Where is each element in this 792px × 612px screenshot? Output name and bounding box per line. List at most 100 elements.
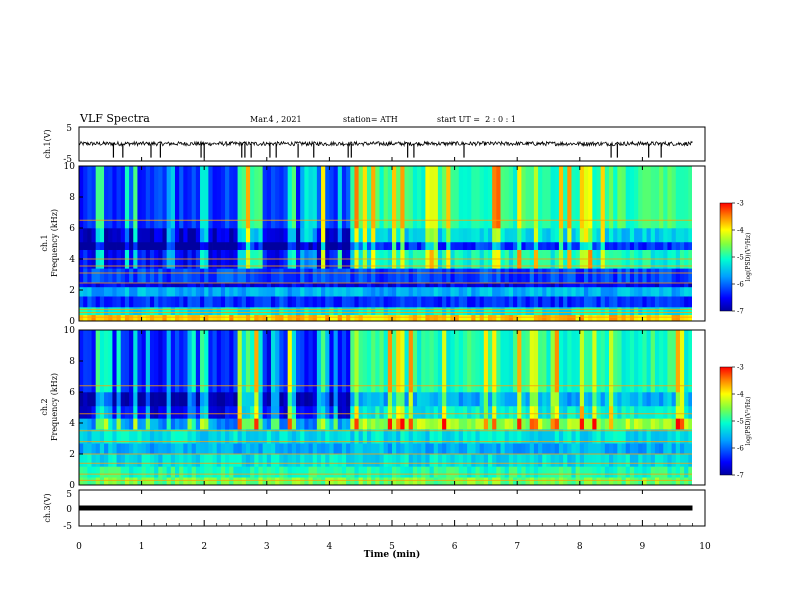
ch1-spectrogram-cell-10-1 bbox=[120, 307, 126, 316]
ch1-spectrogram-cell-139-1 bbox=[659, 307, 664, 316]
ch2-spectrogram-cell-57-7 bbox=[316, 392, 322, 407]
ch1-spectrogram-cell-138-7 bbox=[654, 241, 660, 250]
ch1-spectrogram-cell-0-4 bbox=[79, 282, 84, 288]
ch2-spectrogram-cell-120-7 bbox=[579, 392, 585, 407]
ch2-spectrogram-cell-103-6 bbox=[508, 405, 514, 419]
ch2-spectrogram-cell-38-1 bbox=[237, 466, 243, 478]
ch2-spectrogram-cell-8-6 bbox=[112, 405, 117, 419]
ch2-spectrogram-cell-115-5 bbox=[558, 418, 564, 430]
ch1-spectrogram-cell-52-3 bbox=[296, 286, 301, 297]
ch1-spectrogram-cell-126-9 bbox=[604, 166, 610, 229]
ch2-spectrogram-cell-23-0 bbox=[174, 477, 180, 485]
ch1-spectrogram-cell-145-3 bbox=[684, 286, 689, 297]
ch1-spectrogram-cell-142-4 bbox=[671, 282, 677, 288]
ch2-spectrogram-cell-13-8 bbox=[133, 330, 138, 393]
ch1-spectrogram-cell-117-5 bbox=[567, 268, 572, 283]
ch1-spectrogram-cell-38-0 bbox=[237, 314, 243, 321]
ch2-spectrogram-cell-26-6 bbox=[187, 405, 193, 419]
ch2-spectrogram-cell-144-4 bbox=[679, 429, 685, 444]
ch1-spectrogram-cell-78-8 bbox=[404, 228, 410, 243]
ch2-spectrogram-cell-82-3 bbox=[421, 443, 426, 455]
ch2-spectrogram-cell-13-2 bbox=[133, 454, 138, 467]
ch2-spectrogram-cell-24-3 bbox=[179, 443, 184, 455]
ch1-spectrogram-cell-51-7 bbox=[291, 241, 297, 250]
ch1-spectrogram-cell-78-5 bbox=[404, 268, 410, 283]
ch2-spectrogram-cell-87-4 bbox=[442, 429, 447, 444]
ch1-spectrogram-cell-23-9 bbox=[174, 166, 180, 229]
ch1-spectrogram-cell-93-1 bbox=[467, 307, 472, 316]
ch2-spectrogram-cell-13-6 bbox=[133, 405, 138, 419]
ch1-spectrogram-cell-114-4 bbox=[554, 282, 560, 288]
ch1-spectrogram-cell-25-8 bbox=[183, 228, 188, 243]
ch2-spectrogram-cell-115-8 bbox=[558, 330, 564, 393]
ch2-spectrogram-cb-label-4: -7 bbox=[737, 472, 744, 480]
ch1-spectrogram-cell-123-0 bbox=[592, 314, 597, 321]
ch2-spectrogram-cell-29-8 bbox=[200, 330, 205, 393]
ch2-spectrogram-cell-143-5 bbox=[675, 418, 681, 430]
ch1-spectrogram-cell-36-8 bbox=[229, 228, 234, 243]
ch2-spectrogram-cell-91-3 bbox=[458, 443, 464, 455]
ch2-spectrogram-cell-39-7 bbox=[241, 392, 247, 407]
ch2-spectrogram-cell-77-4 bbox=[400, 429, 405, 444]
ch2-spectrogram-cell-47-6 bbox=[275, 405, 280, 419]
ch2-spectrogram-cell-86-5 bbox=[437, 418, 443, 430]
ch1-spectrogram-cell-28-0 bbox=[195, 314, 201, 321]
ch2-spectrogram-cell-69-2 bbox=[366, 454, 372, 467]
ch1-spectrogram-cell-55-9 bbox=[308, 166, 314, 229]
ch1-spectrogram-cell-32-2 bbox=[212, 296, 218, 308]
ch2-spectrogram-cell-125-8 bbox=[600, 330, 606, 393]
ch1-spectrogram-cell-28-5 bbox=[195, 268, 201, 283]
ch1-spectrogram-cell-29-8 bbox=[200, 228, 205, 243]
ch2-spectrogram-cell-25-4 bbox=[183, 429, 188, 444]
ch2-spectrogram-cell-9-7 bbox=[116, 392, 122, 407]
ch2-spectrogram-cell-27-4 bbox=[191, 429, 197, 444]
ch2-spectrogram-cell-44-5 bbox=[262, 418, 268, 430]
ch2-spectrogram-cell-66-0 bbox=[354, 477, 360, 485]
ch1-spectrogram-cell-101-2 bbox=[500, 296, 506, 308]
ch1-spectrogram-cell-37-2 bbox=[233, 296, 238, 308]
ch2-spectrogram-cell-65-4 bbox=[350, 429, 355, 444]
ch1-spectrogram-cell-95-0 bbox=[475, 314, 481, 321]
ch1-spectrogram-cell-124-5 bbox=[596, 268, 602, 283]
ch1-spectrogram-cell-136-3 bbox=[646, 286, 652, 297]
ch1-spectrogram-cell-25-0 bbox=[183, 314, 188, 321]
ch2-spectrogram-cell-120-4 bbox=[579, 429, 585, 444]
ch2-spectrogram-cell-81-7 bbox=[417, 392, 422, 407]
ch2-spectrogram-cell-66-3 bbox=[354, 443, 360, 455]
ch2-spectrogram-cell-134-7 bbox=[638, 392, 643, 407]
ch1-spectrogram-cell-134-9 bbox=[638, 166, 643, 229]
ch2-spectrogram-cell-3-3 bbox=[91, 443, 97, 455]
ch2-spectrogram-cell-105-6 bbox=[517, 405, 522, 419]
ch1-spectrogram-cell-102-7 bbox=[504, 241, 510, 250]
ch2-spectrogram-cell-54-8 bbox=[304, 330, 309, 393]
ch2-spectrogram-cell-79-0 bbox=[408, 477, 414, 485]
ch1-spectrogram-cell-2-9 bbox=[87, 166, 92, 229]
ch2-spectrogram-cell-53-8 bbox=[300, 330, 305, 393]
ch2-colorbar-ticks: -3-4-5-6-7 bbox=[732, 364, 744, 480]
ch1-spectrogram-cell-135-4 bbox=[642, 282, 647, 288]
ch2-spectrogram-cell-135-6 bbox=[642, 405, 647, 419]
ch2-spectrogram-cell-8-3 bbox=[112, 443, 117, 455]
ch2-spectrogram-cell-139-6 bbox=[659, 405, 664, 419]
ch1-spectrogram-cell-125-3 bbox=[600, 286, 606, 297]
ch1-spectrogram-cell-18-0 bbox=[154, 314, 159, 321]
ch2-spectrogram-cell-133-2 bbox=[634, 454, 639, 467]
ch1-spectrogram-cell-8-2 bbox=[112, 296, 117, 308]
ch2-spectrogram-cell-67-3 bbox=[358, 443, 364, 455]
ch2-spectrogram-cell-146-5 bbox=[688, 418, 692, 430]
ch1-spectrogram-cell-55-5 bbox=[308, 268, 314, 283]
ch2-spectrogram-cell-98-7 bbox=[487, 392, 493, 407]
ch1-spectrogram-cell-119-7 bbox=[575, 241, 581, 250]
ch2-spectrogram-cell-97-2 bbox=[483, 454, 489, 467]
ch2-spectrogram-cell-128-1 bbox=[613, 466, 618, 478]
ch2-spectrogram-cell-146-7 bbox=[688, 392, 692, 407]
ch2-spectrogram-cell-2-2 bbox=[87, 454, 92, 467]
ch2-spectrogram-cell-0-7 bbox=[79, 392, 84, 407]
ch1-spectrogram-cell-102-5 bbox=[504, 268, 510, 283]
ch1-spectrogram-cell-9-3 bbox=[116, 286, 122, 297]
ch2-spectrogram-cell-146-2 bbox=[688, 454, 692, 467]
ch2-spectrogram-cell-104-0 bbox=[513, 477, 518, 485]
ch2-spectrogram-cell-19-6 bbox=[158, 405, 163, 419]
ch1-spectrogram-cell-73-4 bbox=[383, 282, 389, 288]
ch2-spectrogram-cell-61-3 bbox=[333, 443, 339, 455]
